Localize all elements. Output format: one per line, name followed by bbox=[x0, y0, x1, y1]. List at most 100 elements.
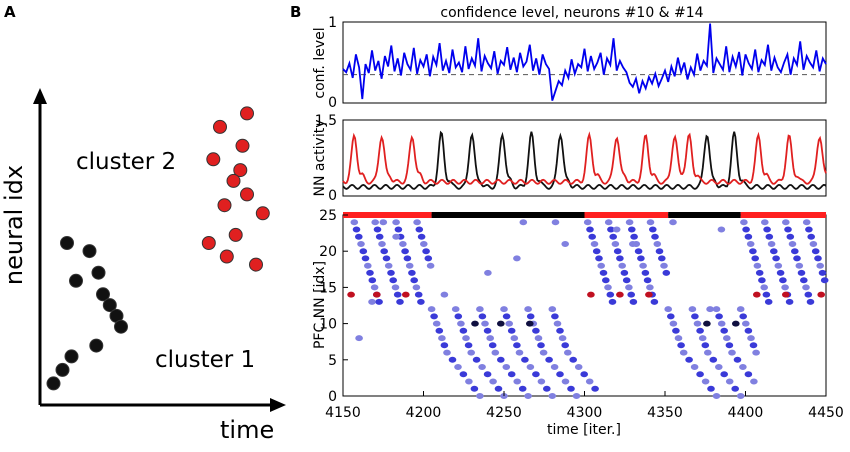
raster-dot-neuron-10 bbox=[526, 320, 534, 327]
raster-dot-upper bbox=[602, 277, 610, 284]
raster-dot-upper bbox=[410, 277, 419, 284]
raster-dot-sparse bbox=[717, 226, 726, 233]
raster-dot-upper bbox=[622, 277, 631, 284]
raster-dot-upper bbox=[634, 248, 643, 255]
raster-dot-lower bbox=[465, 378, 473, 385]
raster-dot-upper bbox=[788, 241, 797, 247]
cluster-2-point bbox=[235, 138, 250, 153]
raster-dot-neuron-14 bbox=[817, 291, 825, 298]
raster-xtick-label: 4400 bbox=[728, 405, 764, 421]
raster-dot-upper bbox=[639, 262, 647, 269]
confidence-ytick-top: 1 bbox=[328, 15, 337, 31]
raster-dot-upper bbox=[653, 241, 662, 247]
raster-dot-upper bbox=[361, 255, 370, 262]
x-axis-label: time bbox=[220, 416, 274, 444]
cluster-2-point bbox=[233, 163, 248, 178]
raster-dot-lower bbox=[672, 327, 680, 334]
raster-dot-upper bbox=[597, 262, 605, 269]
raster-dot-lower bbox=[454, 313, 463, 320]
raster-dot-lower bbox=[476, 393, 484, 399]
state-segment-black bbox=[668, 212, 741, 218]
raster-dot-lower bbox=[507, 371, 516, 378]
cluster-2-point bbox=[240, 187, 254, 202]
raster-dot-upper bbox=[805, 226, 813, 233]
raster-dot-lower bbox=[494, 385, 503, 392]
raster-dot-lower bbox=[491, 349, 500, 356]
raster-dot-upper bbox=[781, 284, 789, 291]
raster-dot-lower bbox=[679, 349, 688, 356]
raster-dot-upper bbox=[763, 226, 771, 233]
raster-dot-upper bbox=[607, 226, 615, 233]
raster-dot-lower bbox=[739, 364, 747, 370]
raster-dot-lower bbox=[524, 306, 532, 313]
raster-dot-upper bbox=[816, 262, 824, 269]
raster-dot-upper bbox=[370, 284, 379, 291]
raster-dot-upper bbox=[384, 262, 393, 269]
raster-dot-lower bbox=[744, 327, 753, 334]
raster-dot-lower bbox=[723, 335, 731, 342]
raster-dot-upper bbox=[618, 262, 626, 269]
confidence-title: confidence level, neurons #10 & #14 bbox=[440, 5, 703, 21]
raster-dot-lower bbox=[580, 371, 588, 378]
raster-dot-upper bbox=[772, 255, 780, 262]
raster-dot-lower bbox=[500, 306, 508, 313]
raster-dot-upper bbox=[630, 233, 638, 240]
raster-dot-upper bbox=[352, 226, 361, 233]
raster-dot-lower bbox=[564, 349, 572, 356]
raster-dot-upper bbox=[420, 241, 428, 247]
raster-dot-upper bbox=[625, 219, 634, 226]
raster-dot-lower bbox=[556, 327, 564, 334]
raster-dot-upper bbox=[791, 248, 799, 255]
cluster-1-point bbox=[60, 236, 74, 250]
raster-dot-neuron-14 bbox=[753, 291, 761, 298]
raster-dot-upper bbox=[649, 226, 657, 233]
raster-dot-lower bbox=[545, 356, 553, 363]
raster-dot-lower bbox=[532, 371, 540, 378]
raster-dot-lower bbox=[550, 364, 559, 370]
raster-dot-lower bbox=[448, 356, 457, 363]
raster-dot-lower bbox=[707, 385, 715, 392]
raster-dot-upper bbox=[802, 284, 810, 291]
raster-dot-upper bbox=[641, 269, 650, 276]
raster-dot-upper bbox=[770, 248, 778, 255]
raster-dot-upper bbox=[380, 248, 389, 255]
cluster-2-point bbox=[249, 257, 263, 272]
confidence-ylabel: conf. level bbox=[312, 27, 328, 98]
raster-dot-upper bbox=[795, 262, 804, 269]
raster-dot-lower bbox=[715, 364, 723, 370]
raster-dot-upper bbox=[755, 269, 764, 276]
raster-dot-upper bbox=[764, 298, 773, 305]
raster-dot-upper bbox=[646, 219, 655, 226]
raster-dot-upper bbox=[403, 255, 412, 262]
raster-dot-lower bbox=[712, 393, 721, 399]
raster-dot-sparse bbox=[612, 226, 621, 233]
raster-dot-upper bbox=[800, 277, 808, 284]
cluster-2-point bbox=[213, 119, 227, 134]
confidence-panel: confidence level, neurons #10 & #14 1 0 … bbox=[312, 5, 827, 111]
raster-dot-neuron-14 bbox=[645, 291, 653, 298]
raster-ytick-label: 10 bbox=[319, 317, 337, 333]
raster-dot-upper bbox=[599, 269, 608, 276]
activity-panel: 1.5 0 NN activity bbox=[312, 113, 827, 204]
raster-dot-lower bbox=[526, 313, 535, 320]
raster-dot-lower bbox=[532, 327, 540, 334]
cluster-1-point bbox=[114, 319, 128, 334]
raster-dot-lower bbox=[459, 371, 468, 378]
raster-dot-lower bbox=[483, 371, 492, 378]
raster-dot-lower bbox=[749, 342, 758, 349]
raster-dot-upper bbox=[415, 226, 424, 233]
raster-dot-lower bbox=[539, 349, 548, 356]
cluster-2-point bbox=[201, 236, 216, 250]
raster-dot-upper bbox=[366, 269, 374, 276]
raster-dot-neuron-10 bbox=[732, 320, 740, 327]
raster-dot-upper bbox=[586, 226, 594, 233]
x-axis-arrowhead bbox=[270, 398, 286, 412]
raster-dot-lower bbox=[502, 313, 511, 320]
raster-dot-upper bbox=[744, 233, 753, 240]
raster-dot-lower bbox=[693, 320, 702, 327]
raster-dot-upper bbox=[793, 255, 801, 262]
raster-dot-lower bbox=[674, 335, 683, 342]
raster-dot-lower bbox=[548, 393, 557, 399]
raster-dot-upper bbox=[629, 298, 638, 305]
raster-dot-lower bbox=[483, 327, 492, 334]
